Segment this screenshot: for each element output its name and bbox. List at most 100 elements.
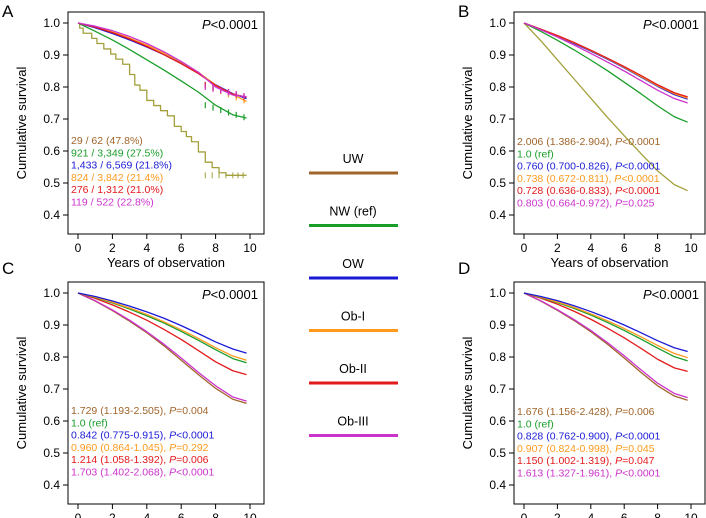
plot-frame: [67, 281, 265, 505]
series-line-ob-iii: [523, 22, 688, 104]
annotation-ob-ii: 0.728 (0.636-0.833), P<0.0001: [517, 185, 661, 197]
group-legend: UW NW (ref) OW Ob-I Ob-II Ob-III: [309, 152, 398, 437]
x-tick-label: 6: [178, 241, 185, 255]
annotation-ob-ii: 276 / 1,312 (21.0%): [71, 184, 163, 196]
x-tick-label: 0: [75, 241, 82, 255]
plot-frame: [67, 11, 265, 235]
panel-letter-c: C: [2, 259, 14, 278]
annotation-ob-iii: 1.613 (1.327-1.961), P<0.0001: [517, 468, 661, 480]
legend-label-uw: UW: [343, 152, 364, 166]
y-tick-label: 0.7: [43, 382, 60, 396]
y-tick-label: 0.5: [489, 446, 506, 460]
series-line-ob-ii: [77, 22, 247, 98]
annotation-ow: 0.842 (0.775-0.915), P<0.0001: [71, 430, 215, 442]
y-tick-label: 0.9: [43, 48, 60, 62]
x-tick-label: 0: [521, 511, 528, 518]
annotation-nw-ref: 921 / 3,349 (27.5%): [71, 147, 163, 159]
y-tick-label: 0.9: [489, 318, 506, 332]
x-tick-label: 6: [621, 241, 628, 255]
y-tick-label: 0.8: [43, 350, 60, 364]
annotation-uw: 2.006 (1.386-2.904), P<0.0001: [517, 136, 661, 148]
y-tick-label: 0.7: [43, 112, 60, 126]
y-tick-label: 0.4: [489, 478, 506, 492]
y-tick-label: 0.7: [489, 382, 506, 396]
x-tick-label: 10: [243, 241, 257, 255]
x-axis-title: Years of observation: [107, 255, 225, 270]
y-tick-label: 1.0: [43, 16, 60, 30]
annotation-ob-iii: 0.803 (0.664-0.972), P=0.025: [517, 198, 655, 210]
series-line-nw-ref: [523, 22, 688, 123]
annotation-ob-iii: 119 / 522 (22.8%): [71, 197, 154, 209]
annotation-nw-ref: 1.0 (ref): [71, 417, 108, 429]
y-tick-label: 0.6: [43, 144, 60, 158]
x-tick-label: 10: [684, 241, 698, 255]
series-line-uw: [523, 22, 688, 192]
y-tick-label: 0.6: [489, 144, 506, 158]
series-line-ow: [523, 292, 688, 353]
y-tick-label: 0.9: [489, 48, 506, 62]
panel-letter-d: D: [458, 259, 470, 278]
legend-label-ob-i: Ob-I: [341, 310, 365, 324]
y-tick-label: 1.0: [43, 286, 60, 300]
annotation-ow: 0.760 (0.700-0.826), P<0.0001: [517, 161, 661, 173]
x-tick-label: 8: [212, 241, 219, 255]
series-line-ob-i: [77, 292, 247, 361]
series-line-ow: [77, 292, 247, 354]
y-axis-title: Cumulative survival: [460, 337, 475, 450]
series-line-ob-ii: [523, 22, 688, 98]
y-tick-label: 0.4: [43, 208, 60, 222]
annotation-ob-i: 0.738 (0.672-0.811), P<0.0001: [517, 173, 660, 185]
y-tick-label: 0.7: [489, 112, 506, 126]
x-tick-label: 2: [554, 511, 561, 518]
legend-label-ob-iii: Ob-III: [337, 415, 368, 429]
annotation-nw-ref: 1.0 (ref): [517, 148, 554, 160]
y-tick-label: 1.0: [489, 16, 506, 30]
overall-p-value: P<0.0001: [643, 287, 699, 302]
y-tick-label: 0.5: [489, 176, 506, 190]
series-line-ob-iii: [77, 22, 247, 98]
x-tick-label: 8: [212, 511, 219, 518]
series-line-uw: [77, 292, 247, 405]
annotation-uw: 1.729 (1.193-2.505), P=0.004: [71, 405, 209, 417]
legend-label-ob-ii: Ob-II: [339, 362, 367, 376]
x-tick-label: 4: [587, 241, 594, 255]
x-tick-label: 0: [75, 511, 82, 518]
panel-letter-a: A: [2, 2, 14, 21]
x-tick-label: 4: [143, 241, 150, 255]
overall-p-value: P<0.0001: [202, 17, 258, 32]
x-tick-label: 4: [587, 511, 594, 518]
y-tick-label: 0.6: [489, 414, 506, 428]
x-tick-label: 10: [243, 511, 257, 518]
annotation-ob-iii: 1.703 (1.402-2.068), P<0.0001: [71, 467, 215, 479]
annotation-uw: 1.676 (1.156-2.428), P=0.006: [517, 406, 655, 418]
y-tick-label: 0.9: [43, 318, 60, 332]
series-line-ob-i: [523, 292, 688, 359]
y-tick-label: 0.6: [43, 414, 60, 428]
annotation-ow: 0.828 (0.762-0.900), P<0.0001: [517, 431, 661, 443]
panel-letter-b: B: [458, 2, 469, 21]
annotation-ob-ii: 1.150 (1.002-1.319), P=0.047: [517, 455, 655, 467]
annotation-ob-i: 0.960 (0.864-1.045), P=0.292: [71, 442, 209, 454]
x-tick-label: 4: [143, 511, 150, 518]
y-tick-label: 0.5: [43, 176, 60, 190]
y-tick-label: 1.0: [489, 286, 506, 300]
series-line-ob-ii: [523, 292, 688, 373]
series-line-ob-iii: [523, 292, 688, 399]
legend-label-nw-ref: NW (ref): [329, 205, 376, 219]
y-axis-title: Cumulative survival: [14, 67, 29, 180]
series-line-ob-ii: [77, 292, 247, 376]
x-tick-label: 6: [621, 511, 628, 518]
annotation-uw: 29 / 62 (47.8%): [71, 135, 143, 147]
x-axis-title: Years of observation: [550, 255, 668, 270]
annotation-ob-i: 824 / 3,842 (21.4%): [71, 172, 163, 184]
y-tick-label: 0.8: [489, 80, 506, 94]
y-axis-title: Cumulative survival: [460, 67, 475, 180]
panel-b: B 0.4 0.5 0.6 0.7 0.8 0.9 1.0 0 2 4 6 8 10 Years of o…: [458, 2, 706, 270]
overall-p-value: P<0.0001: [643, 17, 699, 32]
y-tick-label: 0.4: [489, 208, 506, 222]
annotation-ob-i: 0.907 (0.824-0.998), P=0.045: [517, 443, 655, 455]
series-line-uw: [523, 292, 688, 401]
